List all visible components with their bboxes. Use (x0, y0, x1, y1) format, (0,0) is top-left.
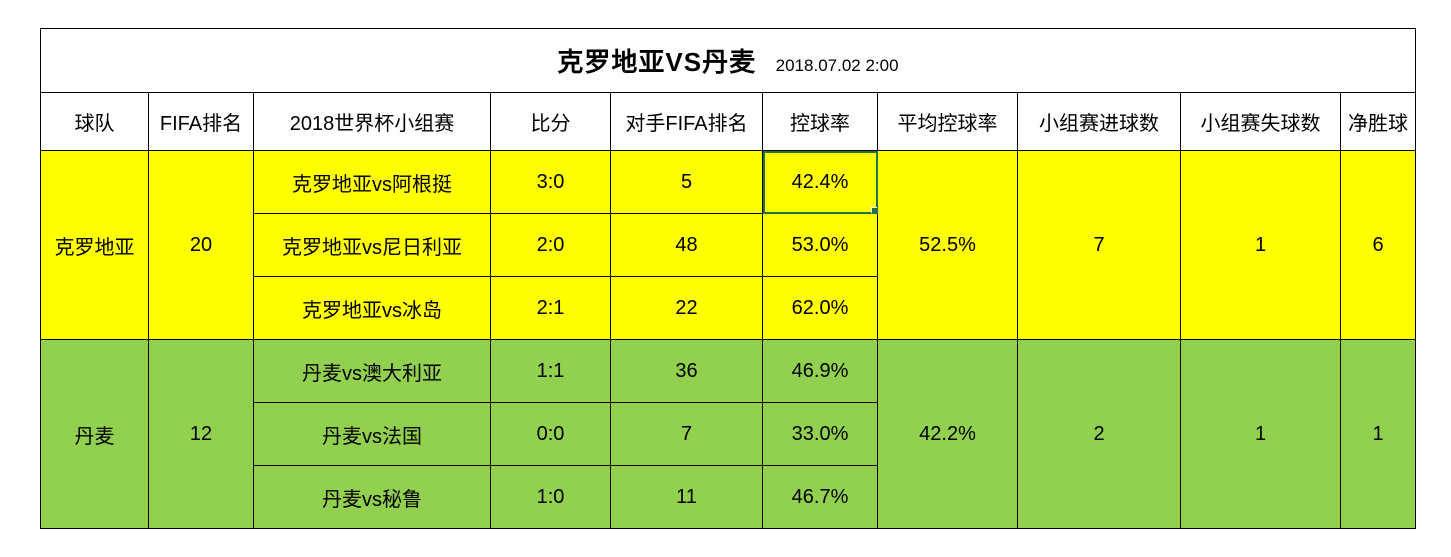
opponent-rank-cell[interactable]: 11 (610, 465, 763, 529)
score-cell[interactable]: 2:1 (490, 276, 611, 340)
team-name-cell[interactable]: 克罗地亚 (40, 150, 149, 340)
possession-cell[interactable]: 46.9% (762, 339, 878, 403)
header-goals-against[interactable]: 小组赛失球数 (1180, 92, 1341, 151)
match-stats-table: 克罗地亚VS丹麦 2018.07.02 2:00 球队 FIFA排名 2018世… (40, 28, 1416, 529)
score-cell[interactable]: 1:0 (490, 465, 611, 529)
table-title-cell[interactable]: 克罗地亚VS丹麦 2018.07.02 2:00 (40, 28, 1416, 93)
header-row: 球队 FIFA排名 2018世界杯小组赛 比分 对手FIFA排名 控球率 平均控… (40, 92, 1416, 151)
header-score[interactable]: 比分 (490, 92, 611, 151)
possession-cell[interactable]: 62.0% (762, 276, 878, 340)
header-team[interactable]: 球队 (40, 92, 149, 151)
croatia-row-3: 克罗地亚vs冰岛 2:1 22 62.0% (41, 276, 1416, 340)
opponent-rank-cell[interactable]: 5 (610, 150, 763, 214)
opponent-rank-cell[interactable]: 48 (610, 213, 763, 277)
goals-against-cell[interactable]: 1 (1180, 339, 1341, 529)
fifa-rank-cell[interactable]: 12 (148, 339, 254, 529)
opponent-rank-cell[interactable]: 36 (610, 339, 763, 403)
match-datetime: 2018.07.02 2:00 (775, 56, 899, 75)
match-cell[interactable]: 丹麦vs秘鲁 (253, 465, 491, 529)
goal-diff-cell[interactable]: 6 (1340, 150, 1416, 340)
match-title: 克罗地亚VS丹麦 (557, 47, 757, 77)
denmark-row-1: 丹麦 12 丹麦vs澳大利亚 1:1 36 46.9% 42.2% 2 1 1 (40, 339, 1416, 529)
match-cell[interactable]: 丹麦vs澳大利亚 (253, 339, 491, 403)
possession-cell[interactable]: 46.7% (762, 465, 878, 529)
goal-diff-cell[interactable]: 1 (1340, 339, 1416, 529)
goals-for-cell[interactable]: 2 (1017, 339, 1181, 529)
fifa-rank-cell[interactable]: 20 (148, 150, 254, 340)
header-fifa-rank[interactable]: FIFA排名 (148, 92, 254, 151)
croatia-row-1: 克罗地亚 20 克罗地亚vs阿根挺 3:0 5 42.4% 52.5% 7 1 … (40, 150, 1416, 340)
avg-possession-cell[interactable]: 52.5% (877, 150, 1018, 340)
title-row: 克罗地亚VS丹麦 2018.07.02 2:00 (40, 28, 1416, 93)
match-cell[interactable]: 丹麦vs法国 (253, 402, 491, 466)
header-goals-for[interactable]: 小组赛进球数 (1017, 92, 1181, 151)
score-cell[interactable]: 3:0 (490, 150, 611, 214)
match-cell[interactable]: 克罗地亚vs尼日利亚 (253, 213, 491, 277)
score-cell[interactable]: 2:0 (490, 213, 611, 277)
avg-possession-cell[interactable]: 42.2% (877, 339, 1018, 529)
score-cell[interactable]: 1:1 (490, 339, 611, 403)
team-name-cell[interactable]: 丹麦 (40, 339, 149, 529)
header-group-stage[interactable]: 2018世界杯小组赛 (253, 92, 491, 151)
match-cell[interactable]: 克罗地亚vs阿根挺 (253, 150, 491, 214)
opponent-rank-cell[interactable]: 7 (610, 402, 763, 466)
possession-cell-selected[interactable]: 42.4% (762, 150, 878, 214)
score-cell[interactable]: 0:0 (490, 402, 611, 466)
goals-for-cell[interactable]: 7 (1017, 150, 1181, 340)
header-possession[interactable]: 控球率 (762, 92, 878, 151)
goals-against-cell[interactable]: 1 (1180, 150, 1341, 340)
croatia-row-2: 克罗地亚vs尼日利亚 2:0 48 53.0% (41, 213, 1416, 277)
header-avg-possession[interactable]: 平均控球率 (877, 92, 1018, 151)
match-cell[interactable]: 克罗地亚vs冰岛 (253, 276, 491, 340)
denmark-row-2: 丹麦vs法国 0:0 7 33.0% (41, 402, 1416, 466)
possession-cell[interactable]: 33.0% (762, 402, 878, 466)
header-opponent-fifa-rank[interactable]: 对手FIFA排名 (610, 92, 763, 151)
opponent-rank-cell[interactable]: 22 (610, 276, 763, 340)
denmark-row-3: 丹麦vs秘鲁 1:0 11 46.7% (41, 465, 1416, 529)
possession-cell[interactable]: 53.0% (762, 213, 878, 277)
header-goal-diff[interactable]: 净胜球 (1340, 92, 1416, 151)
